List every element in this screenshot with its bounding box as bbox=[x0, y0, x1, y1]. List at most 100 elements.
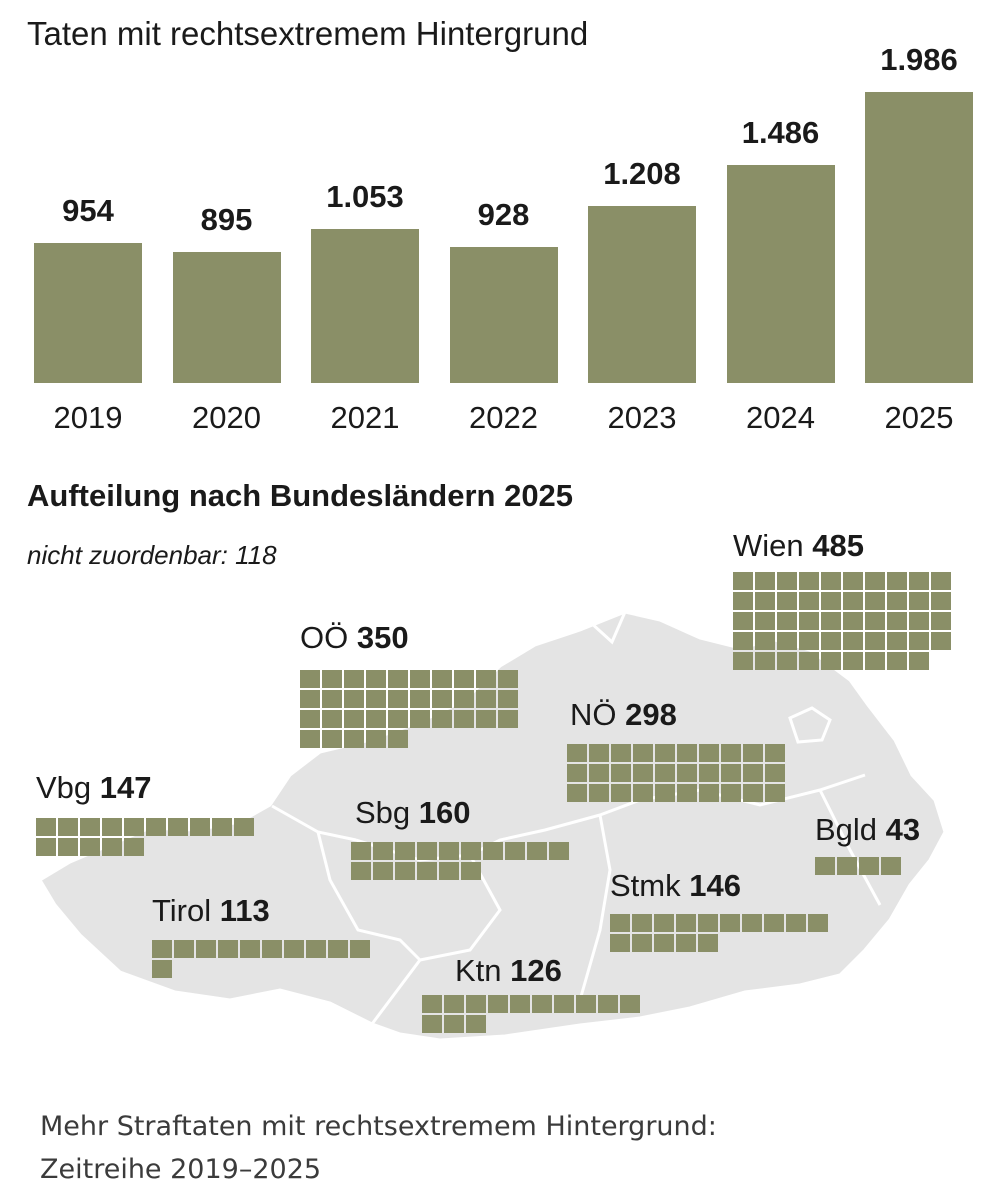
unassigned-label: nicht zuordenbar: bbox=[27, 540, 228, 570]
square-ktn bbox=[466, 1015, 486, 1033]
square-vbg bbox=[80, 818, 100, 836]
square-oö bbox=[476, 690, 496, 708]
square-tirol bbox=[218, 940, 238, 958]
square-oö bbox=[498, 710, 518, 728]
square-wien bbox=[843, 632, 863, 650]
square-oö bbox=[388, 730, 408, 748]
region-label-ktn: Ktn 126 bbox=[455, 953, 562, 989]
region-label-sbg: Sbg 160 bbox=[355, 795, 471, 831]
square-wien bbox=[909, 592, 929, 610]
square-wien bbox=[777, 572, 797, 590]
square-vbg bbox=[36, 838, 56, 856]
square-sbg bbox=[373, 862, 393, 880]
region-value: 146 bbox=[689, 868, 741, 903]
square-oö bbox=[476, 710, 496, 728]
square-wien bbox=[909, 632, 929, 650]
region-name: Vbg bbox=[36, 770, 92, 805]
square-wien bbox=[887, 632, 907, 650]
bar-2023 bbox=[588, 205, 696, 383]
square-oö bbox=[300, 670, 320, 688]
square-vbg bbox=[58, 838, 78, 856]
square-nö bbox=[567, 764, 587, 782]
region-name: OÖ bbox=[300, 620, 349, 655]
square-nö bbox=[633, 764, 653, 782]
square-wien bbox=[909, 612, 929, 630]
bar-value-label: 928 bbox=[477, 197, 530, 233]
square-wien bbox=[821, 572, 841, 590]
square-vbg bbox=[146, 818, 166, 836]
x-tick-label: 2022 bbox=[469, 400, 538, 435]
region-value: 350 bbox=[356, 620, 409, 655]
bar-value-label: 1.053 bbox=[326, 178, 404, 214]
square-wien bbox=[733, 572, 753, 590]
square-oö bbox=[410, 710, 430, 728]
square-vbg bbox=[102, 818, 122, 836]
square-stmk bbox=[720, 914, 740, 932]
square-wien bbox=[799, 612, 819, 630]
square-vbg bbox=[234, 818, 254, 836]
square-wien bbox=[755, 652, 775, 670]
square-vbg bbox=[102, 838, 122, 856]
square-oö bbox=[322, 670, 342, 688]
square-wien bbox=[733, 652, 753, 670]
square-tirol bbox=[262, 940, 282, 958]
square-sbg bbox=[461, 862, 481, 880]
x-tick-label: 2025 bbox=[884, 400, 954, 435]
vienna-outline bbox=[788, 706, 832, 744]
unassigned-value: 118 bbox=[235, 540, 277, 570]
square-wien bbox=[799, 592, 819, 610]
x-tick-label: 2021 bbox=[330, 400, 400, 435]
square-sbg bbox=[351, 862, 371, 880]
square-wien bbox=[865, 632, 885, 650]
square-wien bbox=[799, 632, 819, 650]
square-oö bbox=[476, 670, 496, 688]
square-stmk bbox=[654, 914, 674, 932]
square-ktn bbox=[576, 995, 596, 1013]
square-sbg bbox=[527, 842, 547, 860]
square-tirol bbox=[306, 940, 326, 958]
region-name: Wien bbox=[733, 528, 804, 563]
square-sbg bbox=[417, 842, 437, 860]
square-stmk bbox=[808, 914, 828, 932]
bar-2024 bbox=[726, 165, 835, 383]
bar-value-label: 1.208 bbox=[603, 155, 681, 191]
square-nö bbox=[699, 784, 719, 802]
square-nö bbox=[765, 744, 785, 762]
square-oö bbox=[344, 670, 364, 688]
square-ktn bbox=[510, 995, 530, 1013]
square-nö bbox=[721, 784, 741, 802]
square-oö bbox=[322, 690, 342, 708]
square-ktn bbox=[598, 995, 618, 1013]
square-nö bbox=[677, 744, 697, 762]
square-oö bbox=[322, 710, 342, 728]
square-vbg bbox=[212, 818, 232, 836]
bar-2022 bbox=[449, 247, 558, 383]
region-name: Ktn bbox=[455, 953, 502, 988]
square-sbg bbox=[395, 842, 415, 860]
square-oö bbox=[454, 670, 474, 688]
square-tirol bbox=[196, 940, 216, 958]
square-oö bbox=[432, 690, 452, 708]
square-stmk bbox=[698, 934, 718, 952]
caption-line-1: Mehr Straftaten mit rechtsextremem Hinte… bbox=[40, 1111, 717, 1142]
square-wien bbox=[865, 612, 885, 630]
region-value: 126 bbox=[510, 953, 562, 988]
square-tirol bbox=[284, 940, 304, 958]
square-wien bbox=[733, 632, 753, 650]
square-ktn bbox=[466, 995, 486, 1013]
square-nö bbox=[655, 744, 675, 762]
square-nö bbox=[611, 764, 631, 782]
square-nö bbox=[743, 764, 763, 782]
square-oö bbox=[454, 710, 474, 728]
square-bgld bbox=[837, 857, 857, 875]
square-nö bbox=[589, 764, 609, 782]
square-wien bbox=[821, 632, 841, 650]
bar-value-label: 1.986 bbox=[880, 42, 958, 77]
square-wien bbox=[821, 612, 841, 630]
square-wien bbox=[931, 632, 951, 650]
region-label-bgld: Bgld 43 bbox=[815, 812, 920, 848]
region-name: Bgld bbox=[815, 812, 878, 847]
square-wien bbox=[777, 652, 797, 670]
bar-2020 bbox=[172, 251, 281, 383]
square-ktn bbox=[532, 995, 552, 1013]
